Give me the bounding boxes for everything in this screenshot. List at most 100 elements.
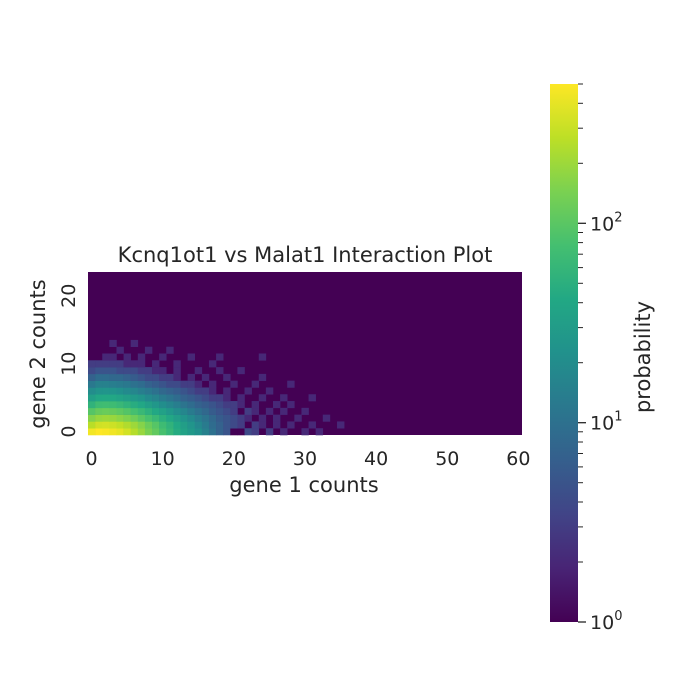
heatmap-cell — [280, 407, 288, 415]
heatmap-cell — [109, 401, 117, 409]
heatmap-cell — [194, 394, 203, 402]
heatmap-cell — [102, 367, 110, 375]
x-tick-label: 50 — [435, 448, 459, 470]
heatmap-cell — [173, 421, 181, 429]
heatmap-cell — [272, 421, 281, 429]
heatmap-cell — [180, 407, 188, 415]
heatmap-cell — [237, 401, 245, 409]
heatmap-cell — [95, 373, 103, 381]
heatmap-cell — [187, 380, 196, 388]
heatmap-cell — [123, 387, 131, 395]
heatmap-cell — [201, 414, 210, 422]
heatmap-cell — [194, 380, 203, 388]
heatmap-cell — [152, 380, 160, 388]
heatmap-cell — [166, 380, 174, 388]
heatmap-cell — [315, 428, 324, 436]
heatmap-cell — [152, 394, 160, 402]
heatmap-cell — [102, 401, 110, 409]
heatmap-cell — [123, 421, 131, 429]
heatmap-cell — [258, 353, 267, 361]
heatmap-cell — [187, 353, 196, 361]
heatmap-cell — [223, 387, 231, 395]
heatmap-cell — [144, 428, 153, 436]
heatmap-cell — [230, 407, 238, 415]
heatmap-cell — [251, 421, 260, 429]
heatmap-cell — [230, 380, 238, 388]
heatmap-cell — [95, 428, 103, 436]
heatmap-cell — [88, 401, 96, 409]
heatmap-cell — [95, 367, 103, 375]
heatmap-cell — [265, 428, 274, 436]
heatmap-cell — [123, 401, 131, 409]
heatmap-cell — [88, 367, 96, 375]
heatmap-cell — [166, 394, 174, 402]
heatmap-cell — [102, 394, 110, 402]
heatmap-cell — [159, 401, 167, 409]
heatmap-cell — [265, 407, 274, 415]
heatmap-cell — [109, 421, 117, 429]
x-tick-label: 30 — [293, 448, 317, 470]
heatmap-cell — [95, 414, 103, 422]
heatmap-cell — [116, 401, 124, 409]
heatmap-cell — [201, 387, 210, 395]
heatmap-cell — [116, 367, 124, 375]
heatmap-cell — [144, 414, 153, 422]
heatmap-cell — [130, 387, 139, 395]
heatmap-cell — [208, 387, 217, 395]
heatmap-cell — [237, 428, 245, 436]
heatmap-cell — [123, 360, 131, 368]
heatmap-cell — [180, 387, 188, 395]
heatmap-cell — [159, 373, 167, 381]
heatmap-cell — [194, 414, 203, 422]
heatmap-cell — [187, 387, 196, 395]
heatmap-cell — [102, 373, 110, 381]
heatmap-cell — [194, 407, 203, 415]
heatmap-cell — [130, 428, 139, 436]
x-tick-label: 10 — [151, 448, 175, 470]
heatmap-cell — [258, 414, 267, 422]
heatmap-cell — [173, 414, 181, 422]
heatmap-cell — [208, 394, 217, 402]
heatmap-cell — [109, 360, 117, 368]
heatmap-cell — [95, 421, 103, 429]
heatmap-cell — [144, 401, 153, 409]
heatmap-cell — [116, 428, 124, 436]
x-axis-ticks: 0 10 20 30 40 50 60 — [86, 448, 531, 470]
heatmap-cell — [159, 421, 167, 429]
heatmap-cell — [137, 367, 146, 375]
heatmap-cell — [123, 373, 131, 381]
heatmap-cell — [287, 401, 295, 409]
heatmap-cell — [216, 367, 224, 375]
heatmap-cell — [194, 421, 203, 429]
colorbar-tick-label: 101 — [590, 410, 622, 435]
heatmap-cell — [109, 428, 117, 436]
heatmap-cell — [166, 407, 174, 415]
heatmap-cell — [137, 387, 146, 395]
heatmap-cell — [180, 414, 188, 422]
heatmap-cell — [244, 387, 252, 395]
heatmap-cell — [308, 421, 316, 429]
heatmap-cell — [208, 428, 217, 436]
heatmap-cell — [109, 407, 117, 415]
heatmap-cell — [130, 407, 139, 415]
heatmap-cell — [109, 339, 117, 348]
heatmap-cell — [166, 401, 174, 409]
heatmap-cell — [201, 407, 210, 415]
x-axis-label: gene 1 counts — [229, 473, 378, 497]
heatmap-cell — [280, 428, 288, 436]
heatmap-cell — [258, 394, 267, 402]
heatmap-cell — [137, 394, 146, 402]
heatmap-cell — [88, 387, 96, 395]
heatmap-cell — [159, 387, 167, 395]
heatmap-cell — [116, 380, 124, 388]
heatmap-cell — [152, 360, 160, 368]
heatmap-cell — [137, 414, 146, 422]
y-tick-label: 10 — [58, 352, 80, 376]
heatmap-cell — [223, 428, 231, 436]
chart-title: Kcnq1ot1 vs Malat1 Interaction Plot — [118, 243, 493, 267]
colorbar-tick-label: 102 — [590, 210, 622, 235]
heatmap-cell — [123, 394, 131, 402]
heatmap-cell — [187, 394, 196, 402]
heatmap-cell — [95, 394, 103, 402]
heatmap-cell — [166, 428, 174, 436]
